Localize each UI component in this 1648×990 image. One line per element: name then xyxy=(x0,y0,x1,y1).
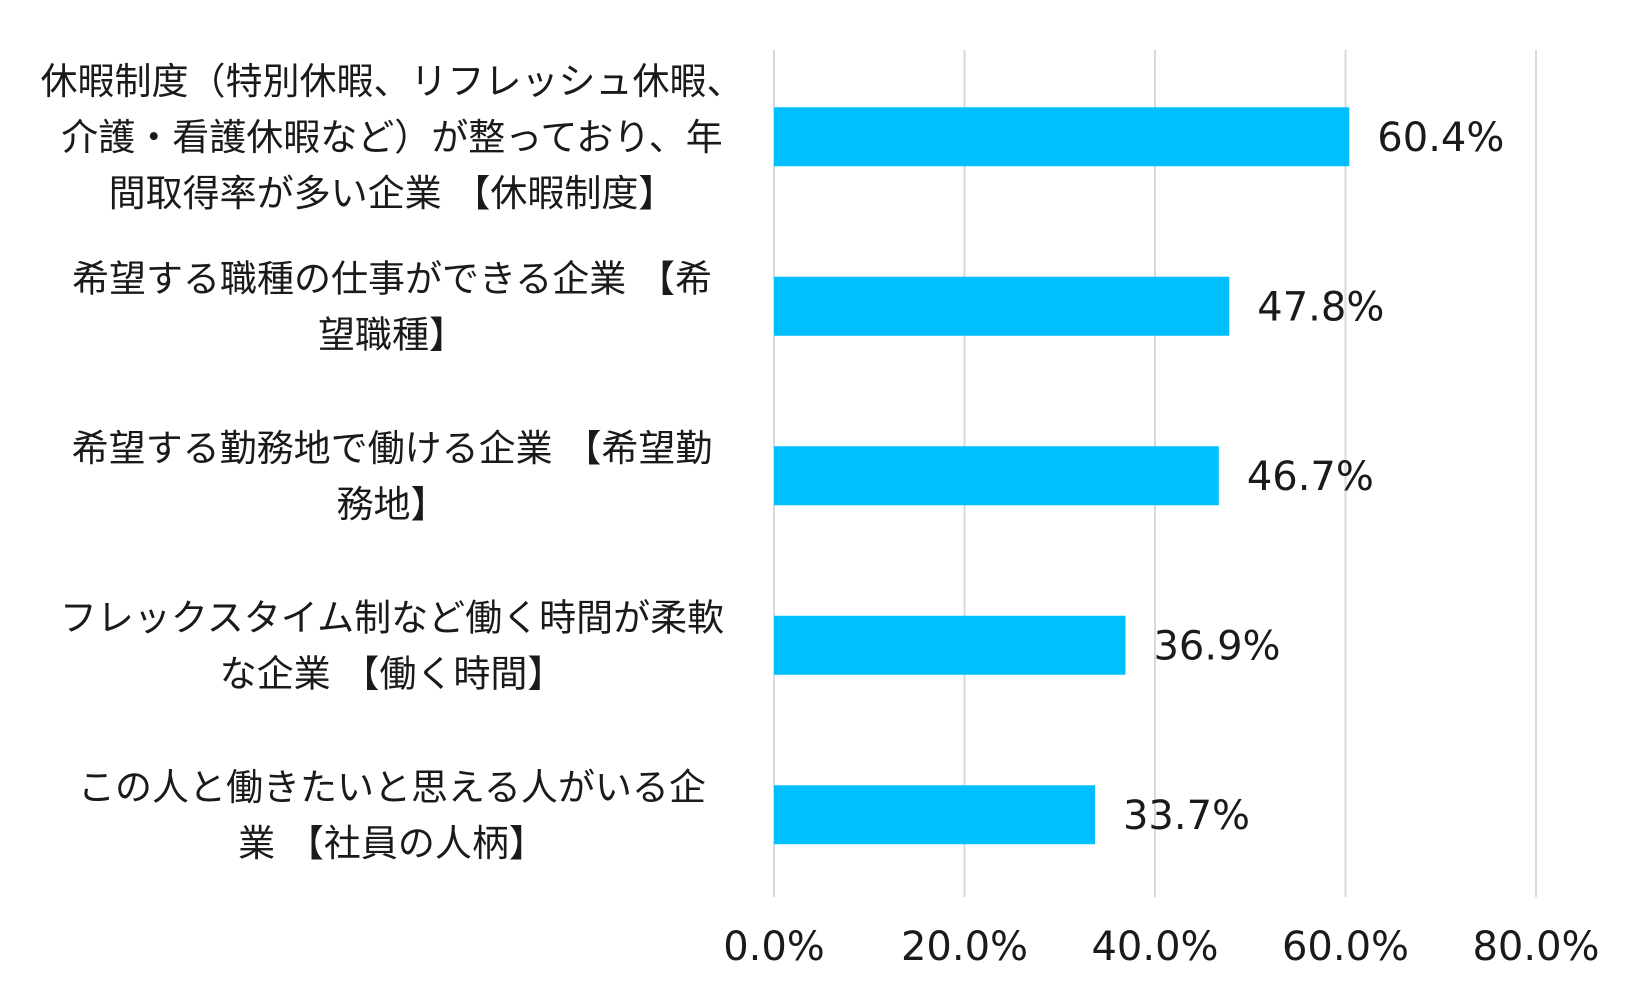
category-label-line: 希望する勤務地で働ける企業 【希望勤 xyxy=(72,427,713,470)
x-tick-label: 20.0% xyxy=(901,924,1028,970)
bar xyxy=(774,785,1095,845)
category-label-line: な企業 【働く時間】 xyxy=(220,652,565,695)
x-tick-label: 40.0% xyxy=(1091,924,1218,970)
category-label-line: 休暇制度（特別休暇、リフレッシュ休暇、 xyxy=(41,60,744,103)
bar xyxy=(774,615,1126,675)
data-label: 33.7% xyxy=(1123,793,1250,839)
category-label-line: 務地】 xyxy=(337,483,448,526)
category-label: フレックスタイム制など働く時間が柔軟な企業 【働く時間】 xyxy=(60,596,724,695)
category-labels: 休暇制度（特別休暇、リフレッシュ休暇、介護・看護休暇など）が整っており、年間取得… xyxy=(41,60,744,865)
category-label-line: 業 【社員の人柄】 xyxy=(238,822,546,865)
bars xyxy=(774,107,1350,845)
x-tick-label: 0.0% xyxy=(723,924,825,970)
category-label-line: 介護・看護休暇など）が整っており、年 xyxy=(61,116,723,159)
category-label: 休暇制度（特別休暇、リフレッシュ休暇、介護・看護休暇など）が整っており、年間取得… xyxy=(41,60,744,215)
x-tick-label: 60.0% xyxy=(1282,924,1409,970)
x-axis-tick-labels: 0.0% 20.0% 40.0% 60.0% 80.0% xyxy=(723,924,1599,970)
category-label-line: フレックスタイム制など働く時間が柔軟 xyxy=(60,596,724,639)
bar xyxy=(774,446,1219,506)
category-label: 希望する勤務地で働ける企業 【希望勤務地】 xyxy=(72,427,713,526)
bar xyxy=(774,107,1350,167)
bar xyxy=(774,276,1230,336)
data-label: 60.4% xyxy=(1377,115,1504,161)
category-label: 希望する職種の仕事ができる企業 【希望職種】 xyxy=(72,257,712,356)
category-label: この人と働きたいと思える人がいる企業 【社員の人柄】 xyxy=(78,766,706,865)
category-label-line: この人と働きたいと思える人がいる企 xyxy=(78,766,706,809)
data-label: 36.9% xyxy=(1153,623,1280,669)
category-label-line: 希望する職種の仕事ができる企業 【希 xyxy=(72,257,712,300)
category-label-line: 望職種】 xyxy=(318,313,466,356)
data-label: 47.8% xyxy=(1257,284,1384,330)
data-label: 46.7% xyxy=(1247,454,1374,500)
category-label-line: 間取得率が多い企業 【休暇制度】 xyxy=(109,172,676,215)
value-labels: 60.4% 47.8% 46.7% 36.9% 33.7% xyxy=(1123,115,1504,839)
x-tick-label: 80.0% xyxy=(1472,924,1599,970)
